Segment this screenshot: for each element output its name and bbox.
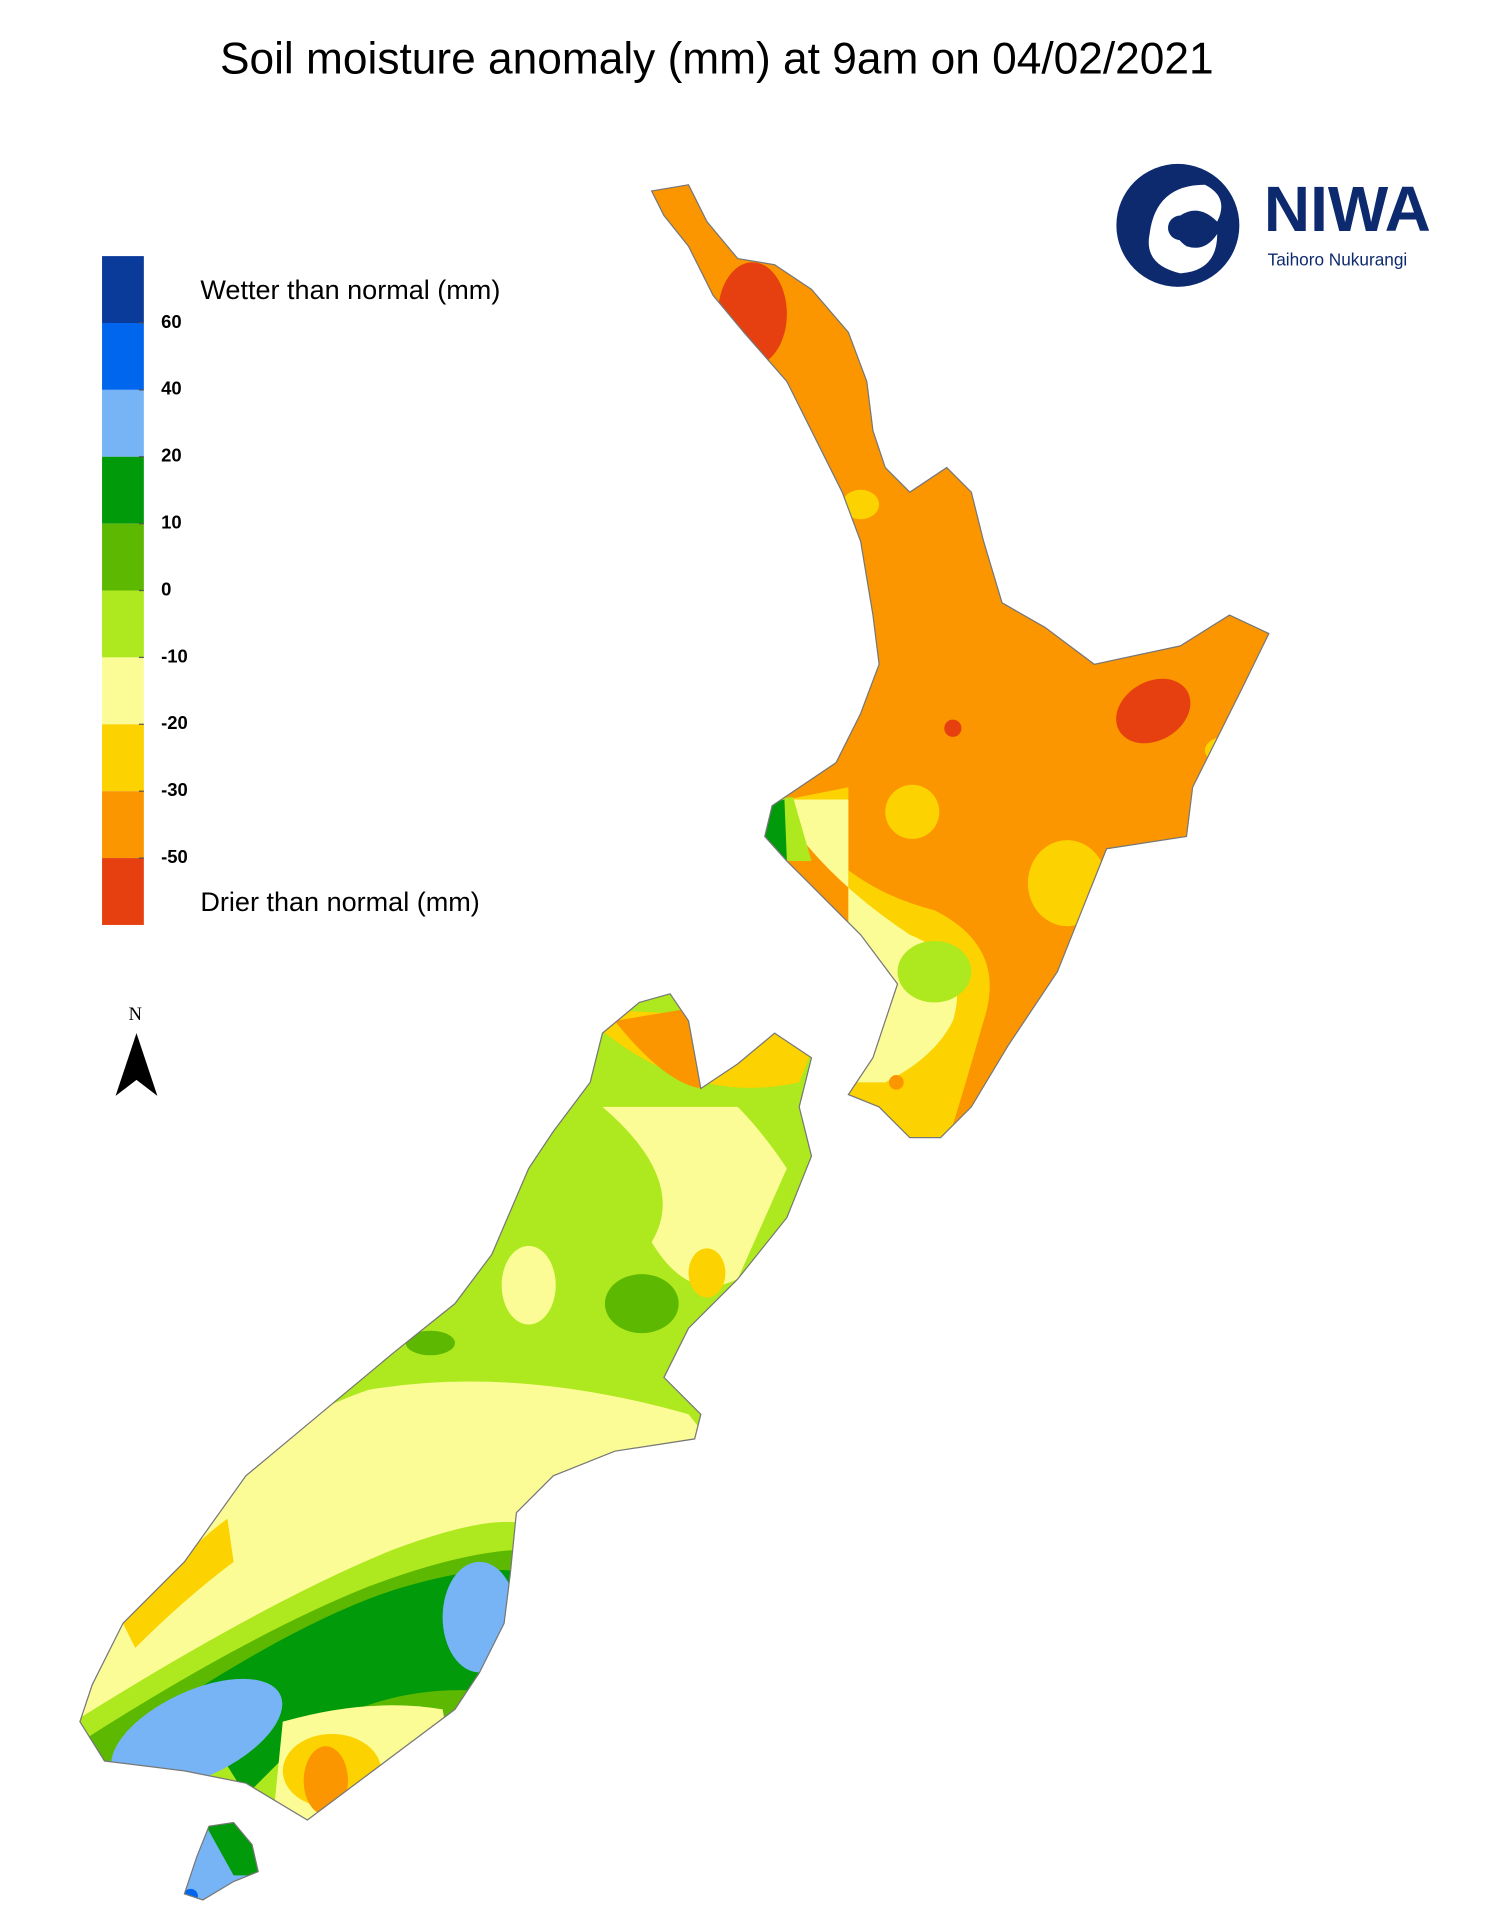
- legend-swatch: [102, 256, 144, 323]
- legend-swatch: [102, 523, 144, 591]
- logo-name: NIWA: [1264, 173, 1431, 245]
- legend-tick-label: 60: [161, 311, 182, 332]
- legend-tick-label: -20: [161, 712, 188, 733]
- legend-swatch: [102, 858, 144, 925]
- legend-tick-label: 40: [161, 378, 182, 399]
- legend-tick-label: -10: [161, 645, 188, 666]
- legend-tick-label: 10: [161, 512, 182, 533]
- map-title: Soil moisture anomaly (mm) at 9am on 04/…: [220, 35, 1214, 84]
- north-island: [651, 184, 1270, 1139]
- legend-wetter-label: Wetter than normal (mm): [200, 275, 500, 305]
- north-arrow: N: [115, 1004, 158, 1096]
- north-label: N: [129, 1004, 142, 1024]
- legend-tick-label: 20: [161, 445, 182, 466]
- logo-subtitle: Taihoro Nukurangi: [1268, 250, 1408, 270]
- north-arrow-icon: [115, 1033, 158, 1096]
- legend: Wetter than normal (mm) Drier than norma…: [102, 256, 500, 925]
- legend-swatch: [102, 590, 144, 658]
- legend-tick-label: -50: [161, 846, 188, 867]
- legend-swatch: [102, 389, 144, 457]
- south-island: [79, 993, 813, 1821]
- legend-swatch: [102, 791, 144, 859]
- legend-drier-label: Drier than normal (mm): [200, 887, 479, 917]
- legend-swatch: [102, 456, 144, 524]
- legend-swatch: [102, 724, 144, 792]
- legend-swatch: [102, 657, 144, 725]
- legend-tick-label: 0: [161, 578, 171, 599]
- legend-swatch: [102, 322, 144, 390]
- stewart-island: [183, 1821, 259, 1901]
- niwa-logo: NIWA Taihoro Nukurangi: [1116, 163, 1431, 287]
- legend-tick-label: -30: [161, 779, 188, 800]
